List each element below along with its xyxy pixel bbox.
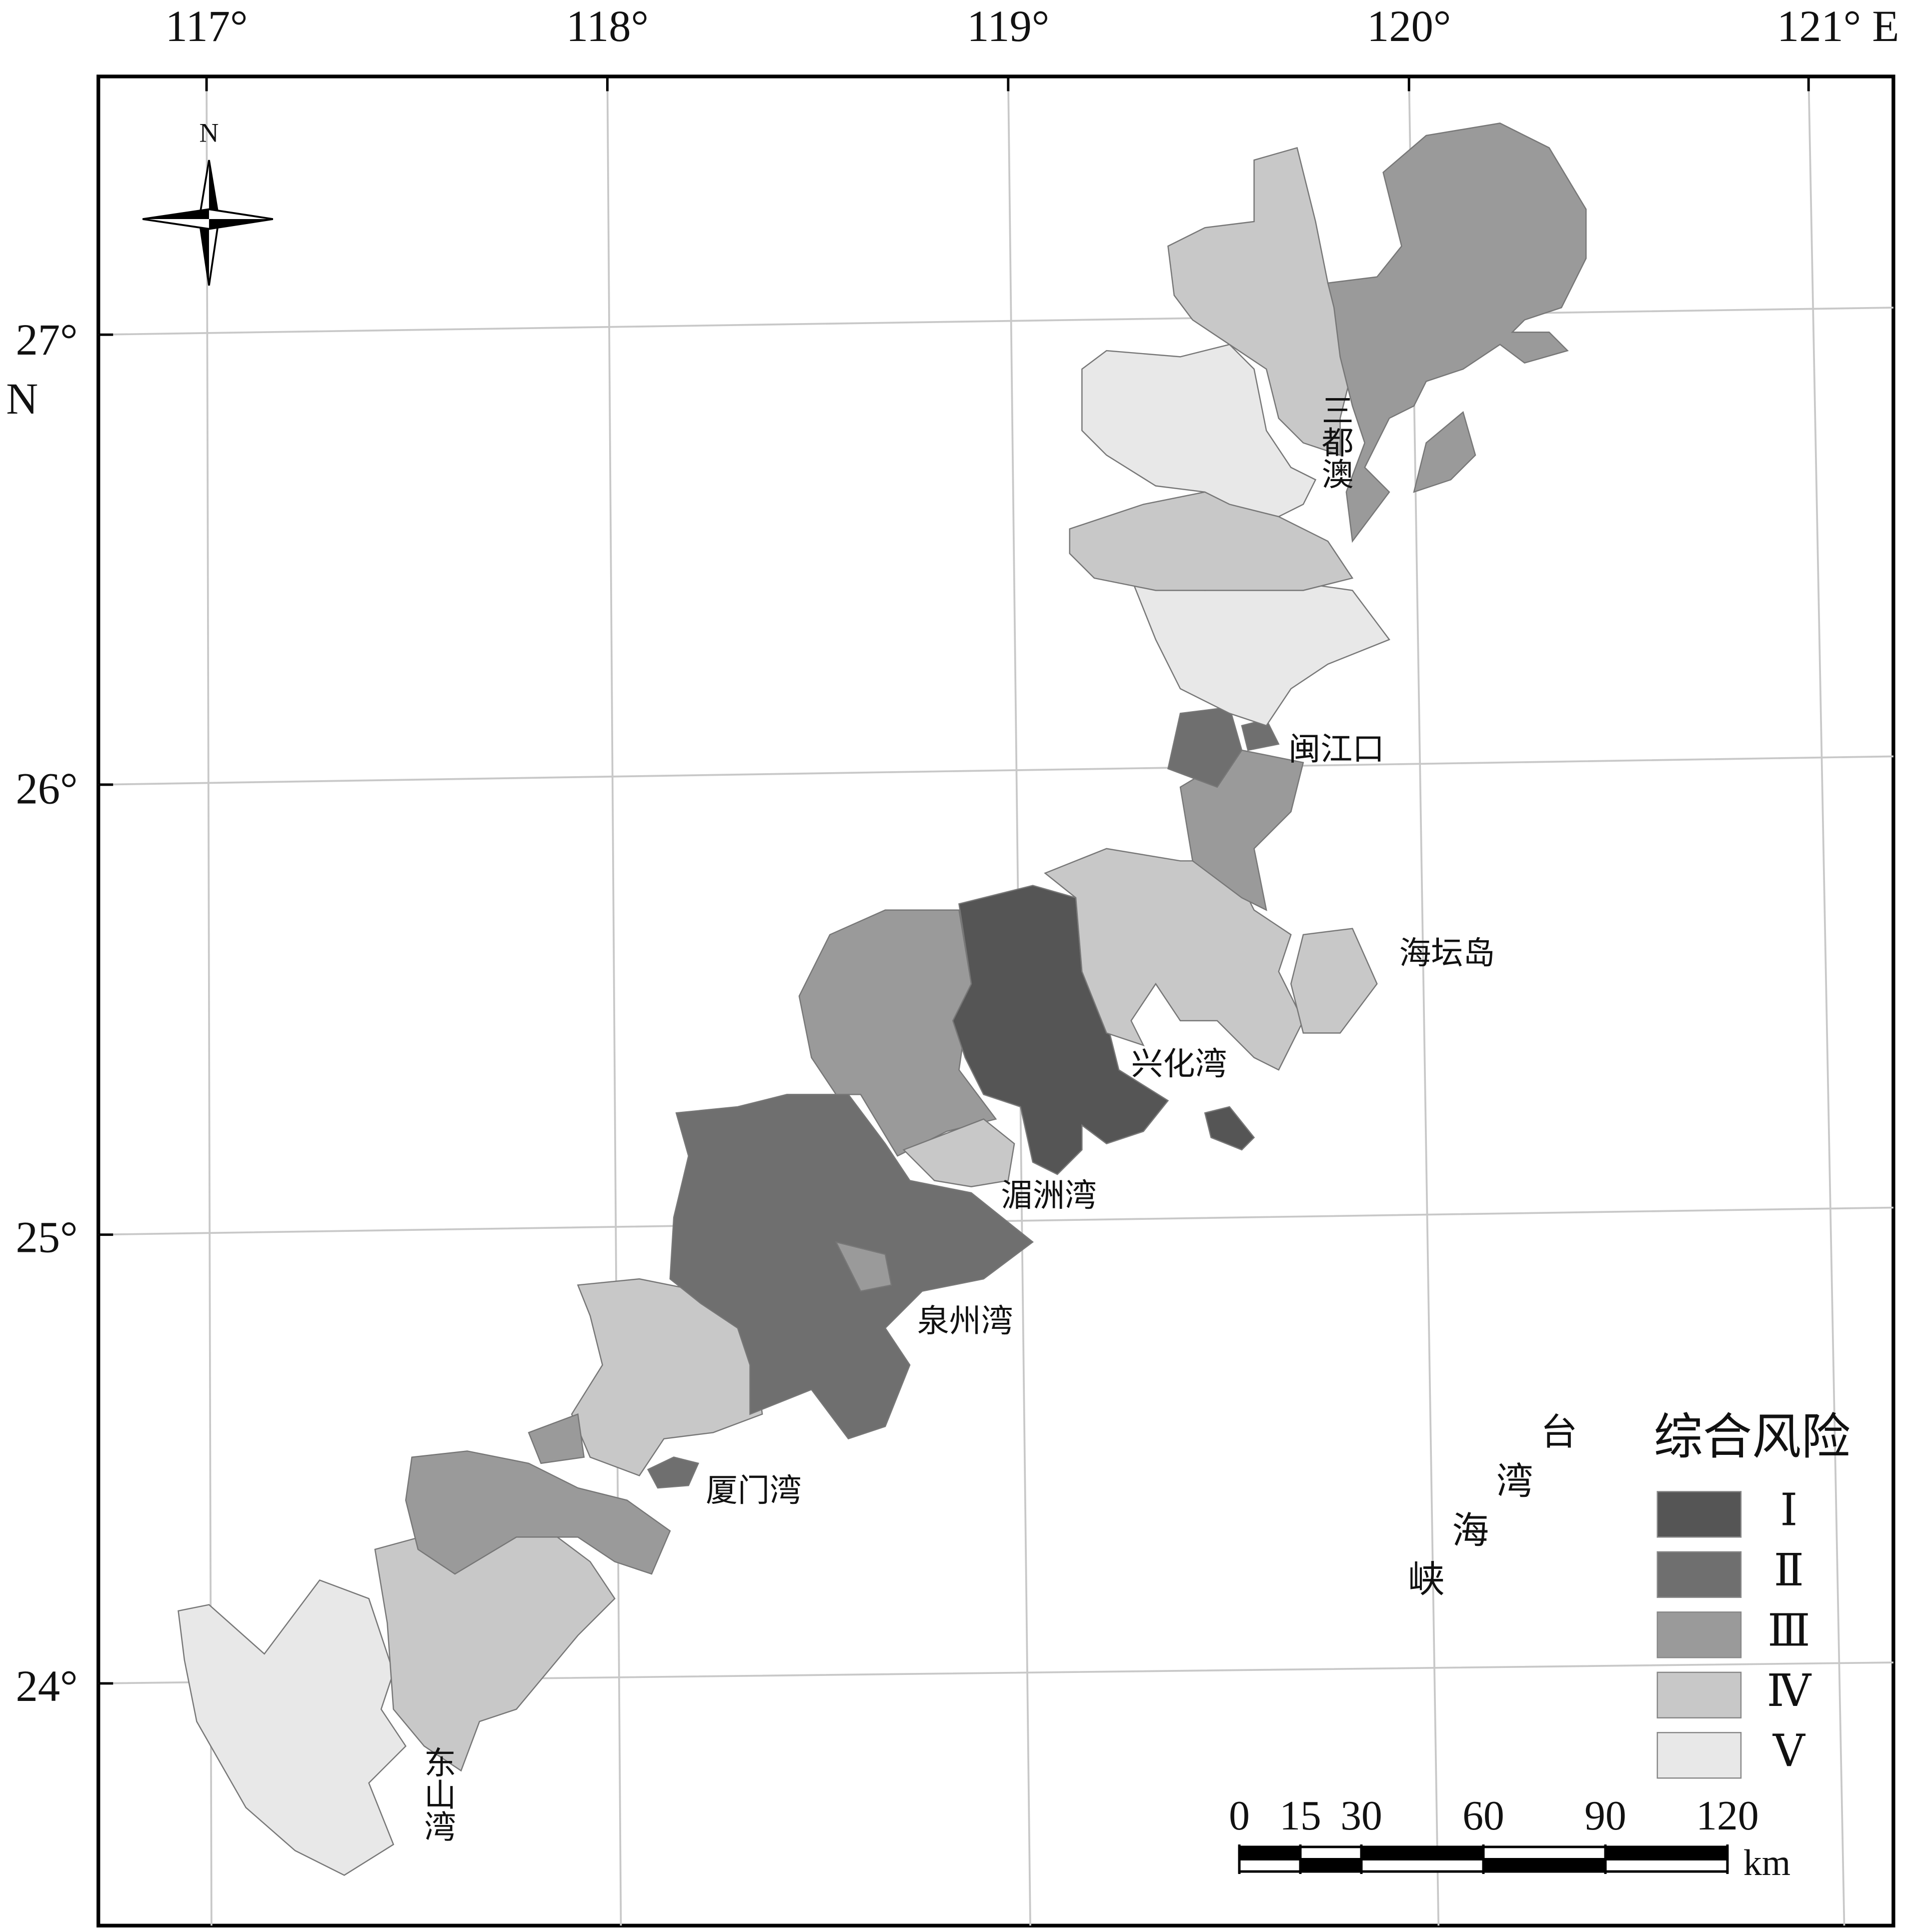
coordinate-labels: 117° 118° 119° 120° 121° E 27° 26° 25° 24° N (6, 2, 1899, 1711)
scale-tick-label: 30 (1340, 1793, 1382, 1839)
compass-ew-shade (143, 209, 209, 220)
region (1327, 123, 1587, 543)
place-label: 兴化湾 (1131, 1046, 1227, 1082)
region (405, 1450, 671, 1575)
legend-swatch (1656, 1611, 1742, 1658)
left-coordinate-label: 26° (16, 764, 78, 813)
parallels (98, 307, 1893, 1684)
region (1204, 1106, 1255, 1151)
top-coordinate-label: 120° (1367, 2, 1451, 51)
scale-tick-label: 90 (1584, 1793, 1626, 1839)
legend-label: Ⅳ (1767, 1667, 1812, 1716)
region (1179, 749, 1304, 911)
legend-label: Ⅱ (1774, 1546, 1804, 1595)
scale-segment (1482, 1845, 1607, 1860)
tick-marks (98, 76, 1810, 1685)
compass-label: N (199, 118, 219, 148)
top-coordinate-label: 119° (967, 2, 1049, 51)
region (1167, 147, 1353, 456)
legend-swatch (1656, 1551, 1742, 1598)
region (835, 1241, 892, 1292)
strait-char: 台 (1540, 1412, 1577, 1453)
top-coordinate-label: 121° E (1777, 2, 1899, 51)
top-coordinate-label: 117° (166, 2, 248, 51)
place-label: 湄洲湾 (1001, 1178, 1097, 1213)
compass: N (142, 118, 274, 286)
graticule (98, 76, 1893, 1926)
scale-segment (1360, 1858, 1485, 1873)
legend-label: Ⅴ (1772, 1727, 1806, 1776)
scale-segment (1482, 1858, 1607, 1873)
place-label: 闽江口 (1288, 732, 1384, 767)
place-label: 东山湾 (420, 1746, 455, 1842)
legend-swatch (1656, 1732, 1742, 1779)
scale-tick-label: 60 (1462, 1793, 1504, 1839)
scale-tick-label: 120 (1696, 1793, 1758, 1839)
legend: 综合风险 Ⅰ Ⅱ Ⅲ Ⅳ Ⅴ (1653, 1410, 1850, 1779)
region (647, 1456, 700, 1489)
top-coordinate-label: 118° (566, 2, 649, 51)
scale-segment (1238, 1845, 1302, 1860)
legend-swatch (1656, 1491, 1742, 1538)
place-label: 海坛岛 (1399, 936, 1495, 971)
regions (178, 123, 1587, 1876)
legend-label: Ⅲ (1767, 1606, 1810, 1655)
region (1081, 344, 1317, 518)
legend-swatch (1656, 1671, 1742, 1719)
left-coordinate-label: 27° (16, 316, 78, 365)
scale-segment (1604, 1845, 1729, 1860)
region (1413, 411, 1476, 493)
place-label: 泉州湾 (917, 1303, 1013, 1339)
scale-segment (1604, 1858, 1729, 1873)
left-coordinate-unit: N (6, 375, 38, 424)
scale-segment (1238, 1858, 1302, 1873)
scale-segment (1360, 1845, 1485, 1860)
region (798, 909, 997, 1157)
region (528, 1413, 585, 1464)
scale-unit: km (1743, 1842, 1790, 1883)
scale-segment (1299, 1858, 1363, 1873)
scale-tick-label: 0 (1229, 1793, 1250, 1839)
region (178, 1579, 407, 1876)
place-label: 三都澳 (1317, 394, 1353, 490)
legend-title: 综合风险 (1653, 1410, 1850, 1465)
region (1290, 928, 1378, 1034)
strait-char: 海 (1452, 1510, 1489, 1551)
place-label: 厦门湾 (706, 1473, 802, 1508)
legend-label: Ⅰ (1780, 1486, 1797, 1535)
left-coordinate-label: 24° (16, 1662, 78, 1711)
left-coordinate-label: 25° (16, 1213, 78, 1262)
region (902, 1118, 1015, 1188)
place-labels: 三都澳 闽江口 海坛岛 兴化湾 湄洲湾 泉州湾 厦门湾 东山湾 (420, 394, 1495, 1842)
region (1069, 491, 1354, 591)
strait-char: 湾 (1496, 1461, 1533, 1502)
strait-char: 峡 (1408, 1559, 1445, 1600)
scale-tick-label: 15 (1279, 1793, 1321, 1839)
scale-segment (1299, 1845, 1363, 1860)
